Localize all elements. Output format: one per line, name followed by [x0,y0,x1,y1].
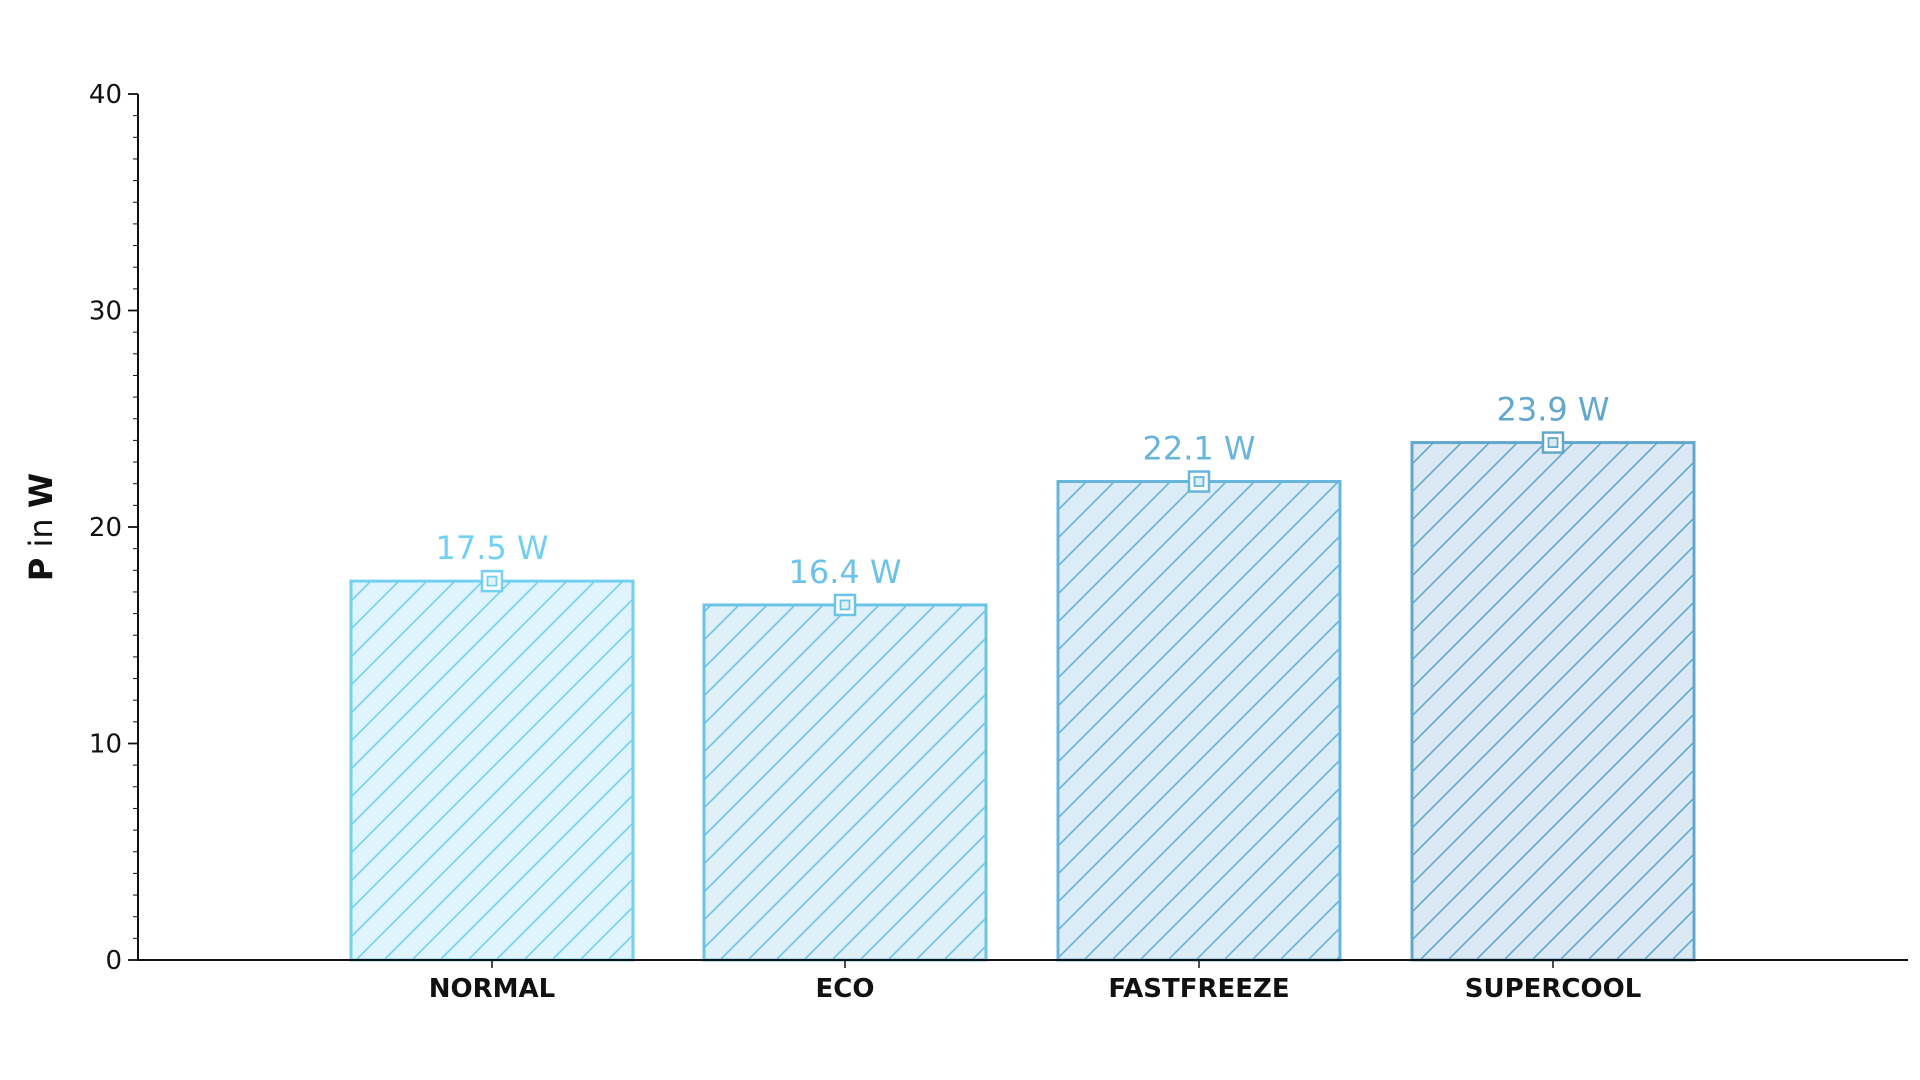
bar-supercool [1410,441,1696,962]
y-axis-label: P in W [22,473,60,581]
value-label-fastfreeze: 22.1 W [1142,430,1255,468]
y-axis-label-middle: in [22,518,60,547]
value-label-supercool: 23.9 W [1496,391,1609,429]
x-tick-label-eco: ECO [816,974,875,1004]
bar-marker-inner-eco [839,599,851,611]
bar-normal [349,579,635,962]
x-tick-label-supercool: SUPERCOOL [1465,974,1642,1004]
y-tick-label-0: 0 [105,946,122,976]
y-axis-label-unit: W [22,473,60,508]
y-tick-label-10: 10 [89,730,122,760]
bar-fastfreeze [1056,480,1342,962]
value-label-normal: 17.5 W [435,529,548,567]
y-tick-label-30: 30 [89,297,122,327]
y-tick-label-20: 20 [89,513,122,543]
bar-marker-inner-fastfreeze [1193,476,1205,487]
x-tick-label-fastfreeze: FASTFREEZE [1108,974,1289,1004]
bars-layer [349,441,1696,962]
value-label-eco: 16.4 W [788,553,901,591]
y-axis-label-symbol: P [22,558,60,581]
x-tick-label-normal: NORMAL [429,974,555,1004]
labels-layer: 17.5 W NORMAL 16.4 W ECO 22.1 W FASTFREEZE 23.… [89,80,1641,1004]
bar-marker-inner-normal [486,575,498,587]
bar-eco [702,603,988,962]
y-tick-label-40: 40 [89,80,122,110]
axes-layer [128,93,1908,968]
bar-marker-inner-supercool [1547,437,1559,448]
